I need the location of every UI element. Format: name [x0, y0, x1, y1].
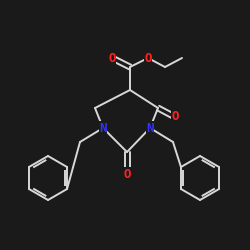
Text: O: O [108, 52, 116, 64]
Text: O: O [144, 52, 152, 64]
Text: N: N [146, 122, 154, 134]
Text: O: O [171, 110, 179, 124]
Text: O: O [123, 168, 131, 180]
Text: N: N [99, 122, 107, 134]
